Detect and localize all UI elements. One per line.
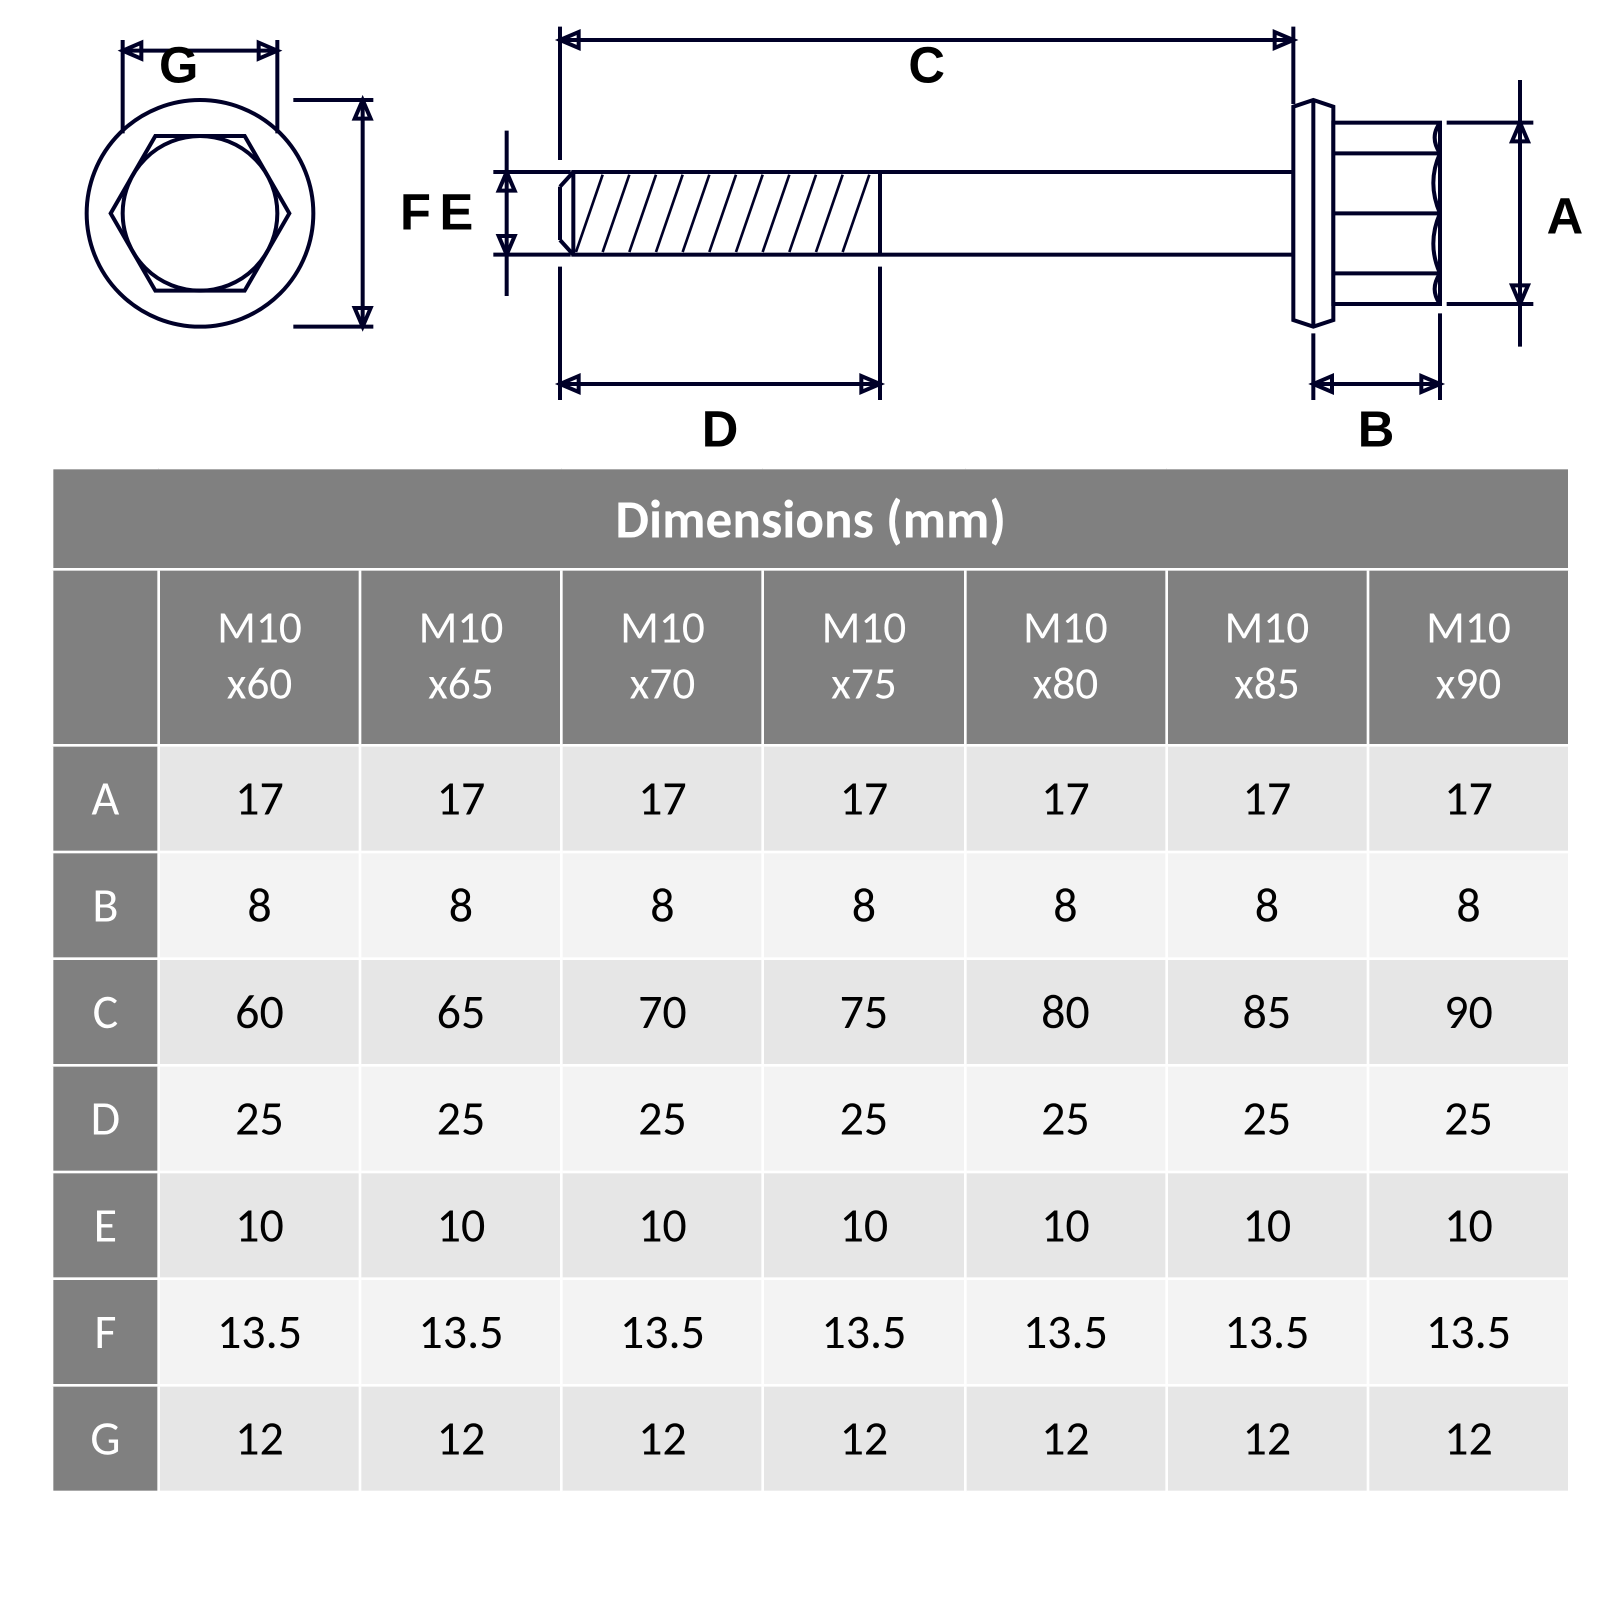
table-cell: 25 — [159, 1065, 360, 1172]
table-cell: 85 — [1166, 959, 1367, 1066]
table-cell: 12 — [763, 1385, 964, 1492]
dim-label-A: A — [1547, 187, 1584, 244]
table-cell: 10 — [1166, 1172, 1367, 1279]
table-row: F13.513.513.513.513.513.513.5 — [52, 1279, 1569, 1386]
table-cell: 12 — [360, 1385, 561, 1492]
table-cell: 13.5 — [965, 1279, 1166, 1386]
table-cell: 17 — [763, 745, 964, 852]
row-head: A — [52, 745, 159, 852]
table-row: E10101010101010 — [52, 1172, 1569, 1279]
table-cell: 13.5 — [562, 1279, 763, 1386]
table-cell: 10 — [360, 1172, 561, 1279]
table-header-row: M10x60 M10x65 M10x70 M10x75 M10x80 M10x8… — [52, 569, 1569, 745]
row-head: C — [52, 959, 159, 1066]
row-head: G — [52, 1385, 159, 1492]
table-cell: 60 — [159, 959, 360, 1066]
table-cell: 12 — [562, 1385, 763, 1492]
bolt-top-view — [87, 40, 374, 327]
col-head: M10x75 — [763, 569, 964, 745]
table-title: Dimensions (mm) — [52, 468, 1569, 569]
table-cell: 10 — [763, 1172, 964, 1279]
table-cell: 13.5 — [159, 1279, 360, 1386]
table-cell: 25 — [562, 1065, 763, 1172]
table-row: B8888888 — [52, 852, 1569, 959]
table-cell: 80 — [965, 959, 1166, 1066]
table-cell: 13.5 — [1166, 1279, 1367, 1386]
table-cell: 70 — [562, 959, 763, 1066]
table-cell: 17 — [1166, 745, 1367, 852]
table-cell: 17 — [965, 745, 1166, 852]
table-cell: 12 — [1368, 1385, 1570, 1492]
table-row: D25252525252525 — [52, 1065, 1569, 1172]
table-cell: 75 — [763, 959, 964, 1066]
table-row: C60657075808590 — [52, 959, 1569, 1066]
table-cell: 10 — [1368, 1172, 1570, 1279]
table-cell: 25 — [763, 1065, 964, 1172]
table-cell: 12 — [1166, 1385, 1367, 1492]
table-cell: 8 — [562, 852, 763, 959]
table-cell: 90 — [1368, 959, 1570, 1066]
bolt-side-view — [493, 27, 1533, 400]
table-cell: 17 — [360, 745, 561, 852]
col-head: M10x70 — [562, 569, 763, 745]
table-cell: 25 — [965, 1065, 1166, 1172]
row-head: D — [52, 1065, 159, 1172]
dim-label-C: C — [908, 37, 945, 94]
dim-label-F: F — [400, 183, 431, 240]
dim-label-E: E — [440, 183, 474, 240]
table-cell: 25 — [360, 1065, 561, 1172]
table-cell: 65 — [360, 959, 561, 1066]
dimensions-table: Dimensions (mm) M10x60 M10x65 M10x70 M10… — [51, 467, 1571, 1494]
table-cell: 25 — [1166, 1065, 1367, 1172]
dim-label-B: B — [1358, 401, 1395, 458]
table-cell: 17 — [562, 745, 763, 852]
table-cell: 13.5 — [1368, 1279, 1570, 1386]
table-cell: 10 — [965, 1172, 1166, 1279]
table-cell: 8 — [965, 852, 1166, 959]
dim-label-G: G — [159, 37, 198, 94]
col-head: M10x90 — [1368, 569, 1570, 745]
col-head: M10x65 — [360, 569, 561, 745]
table-cell: 8 — [360, 852, 561, 959]
table-cell: 13.5 — [360, 1279, 561, 1386]
table-row: A17171717171717 — [52, 745, 1569, 852]
table-cell: 8 — [763, 852, 964, 959]
table-corner — [52, 569, 159, 745]
col-head: M10x60 — [159, 569, 360, 745]
col-head: M10x80 — [965, 569, 1166, 745]
row-head: E — [52, 1172, 159, 1279]
table-cell: 8 — [159, 852, 360, 959]
table-cell: 12 — [159, 1385, 360, 1492]
table-cell: 17 — [1368, 745, 1570, 852]
row-head: F — [52, 1279, 159, 1386]
col-head: M10x85 — [1166, 569, 1367, 745]
table-cell: 8 — [1368, 852, 1570, 959]
bolt-diagram: G F — [0, 0, 1600, 480]
table-cell: 25 — [1368, 1065, 1570, 1172]
table-cell: 10 — [159, 1172, 360, 1279]
table-cell: 10 — [562, 1172, 763, 1279]
dim-label-D: D — [702, 401, 739, 458]
table-cell: 12 — [965, 1385, 1166, 1492]
table-cell: 17 — [159, 745, 360, 852]
table-cell: 13.5 — [763, 1279, 964, 1386]
table-row: G12121212121212 — [52, 1385, 1569, 1492]
row-head: B — [52, 852, 159, 959]
table-cell: 8 — [1166, 852, 1367, 959]
